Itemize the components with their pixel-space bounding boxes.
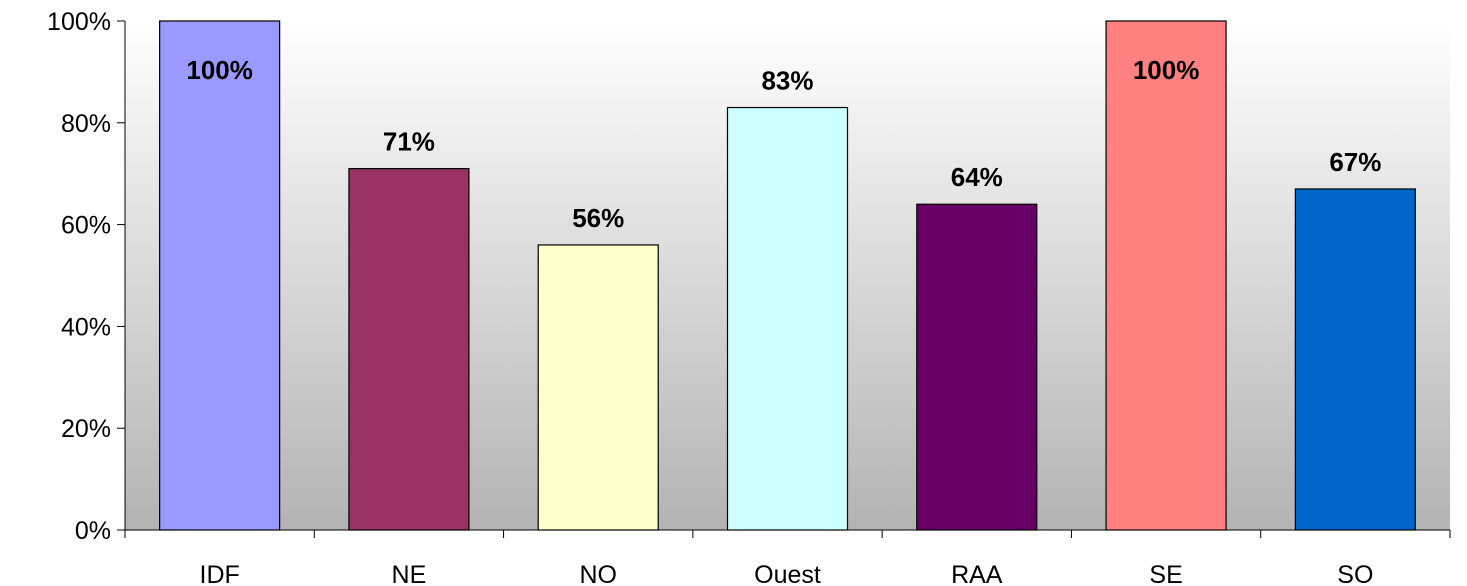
x-tick-label-raa: RAA <box>951 561 1003 586</box>
y-tick-label-80: 80% <box>61 110 111 138</box>
x-tick-label-no: NO <box>579 561 617 586</box>
bar-ouest <box>726 106 849 531</box>
bar-idf <box>159 20 281 531</box>
y-tick-label-20: 20% <box>61 415 111 443</box>
data-label-se: 100% <box>1133 55 1200 85</box>
y-tick-label-100: 100% <box>47 8 111 36</box>
bar-raa <box>916 203 1038 531</box>
bar-so <box>1294 188 1416 531</box>
bar-ne <box>348 168 470 531</box>
y-tick-label-40: 40% <box>61 313 111 341</box>
y-tick-label-60: 60% <box>61 212 111 240</box>
y-tick-label-0: 0% <box>75 517 111 545</box>
data-label-idf: 100% <box>186 55 253 85</box>
x-tick-label-so: SO <box>1337 561 1373 586</box>
x-tick-label-ouest: Ouest <box>754 561 821 586</box>
axes-layer <box>117 20 1451 538</box>
data-label-ne: 71% <box>383 127 435 157</box>
data-label-raa: 64% <box>951 162 1003 192</box>
x-tick-label-ne: NE <box>392 561 427 586</box>
data-label-no: 56% <box>572 203 624 233</box>
x-tick-label-se: SE <box>1149 561 1182 586</box>
bar-no <box>537 244 659 531</box>
data-label-ouest: 83% <box>761 66 813 96</box>
labels-layer: 100% IDF 71% NE 56% NO 83% Ouest 64% RAA 100% SE 67%… <box>47 8 1381 586</box>
data-label-so: 67% <box>1329 147 1381 177</box>
bars-layer <box>159 20 1416 531</box>
x-tick-label-idf: IDF <box>200 561 240 586</box>
bar-se <box>1105 20 1227 531</box>
